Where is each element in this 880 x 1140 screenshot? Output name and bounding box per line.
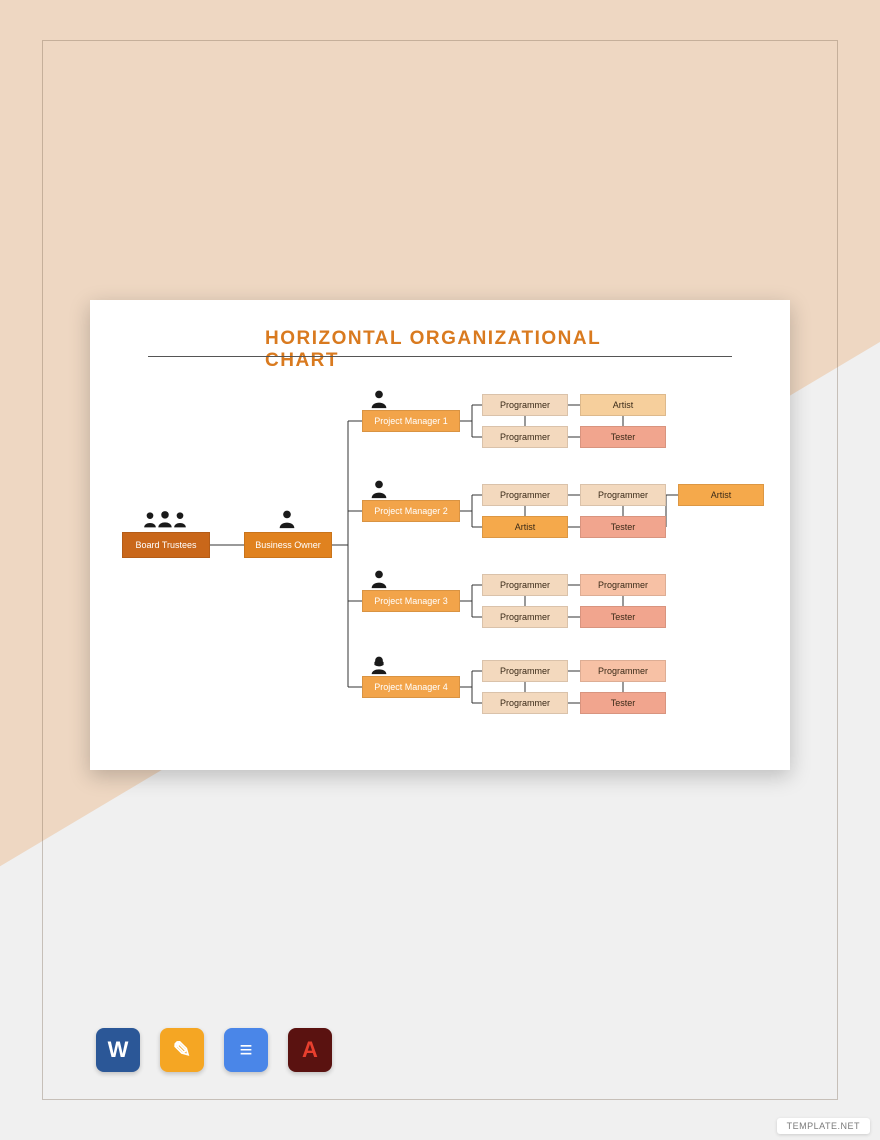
org-node-owner: Business Owner [244, 532, 332, 558]
person-icon [276, 508, 298, 530]
org-node-a2a: Artist [482, 516, 568, 538]
document-preview: HORIZONTAL ORGANIZATIONAL CHART Board Tr… [90, 300, 790, 770]
watermark: TEMPLATE.NET [777, 1118, 870, 1134]
org-node-t3: Tester [580, 606, 666, 628]
org-node-t4: Tester [580, 692, 666, 714]
org-node-a2b: Artist [678, 484, 764, 506]
person-icon [368, 388, 390, 410]
org-chart: Board Trustees Business Owner Project Ma… [90, 360, 790, 760]
person-icon [368, 568, 390, 590]
org-node-pm4: Project Manager 4 [362, 676, 460, 698]
org-node-pm1: Project Manager 1 [362, 410, 460, 432]
org-node-p3c: Programmer [580, 574, 666, 596]
org-node-p2b: Programmer [580, 484, 666, 506]
org-node-p1b: Programmer [482, 426, 568, 448]
app-icon-pages[interactable]: ✎ [160, 1028, 204, 1072]
group-icon [140, 508, 190, 530]
app-icon-word[interactable]: W [96, 1028, 140, 1072]
org-node-p3b: Programmer [482, 606, 568, 628]
app-icon-acrobat[interactable]: A [288, 1028, 332, 1072]
person-icon [368, 478, 390, 500]
org-node-p2a: Programmer [482, 484, 568, 506]
app-icons-row: W ✎ ≡ A [96, 1028, 332, 1072]
org-node-p4a: Programmer [482, 660, 568, 682]
app-icon-docs[interactable]: ≡ [224, 1028, 268, 1072]
person-icon [368, 654, 390, 676]
org-node-p4c: Programmer [580, 660, 666, 682]
org-node-t1: Tester [580, 426, 666, 448]
org-node-board: Board Trustees [122, 532, 210, 558]
org-node-a1: Artist [580, 394, 666, 416]
org-node-pm2: Project Manager 2 [362, 500, 460, 522]
org-node-p3a: Programmer [482, 574, 568, 596]
title-rule [148, 356, 732, 357]
org-node-t2: Tester [580, 516, 666, 538]
org-node-p4b: Programmer [482, 692, 568, 714]
org-node-p1a: Programmer [482, 394, 568, 416]
org-node-pm3: Project Manager 3 [362, 590, 460, 612]
